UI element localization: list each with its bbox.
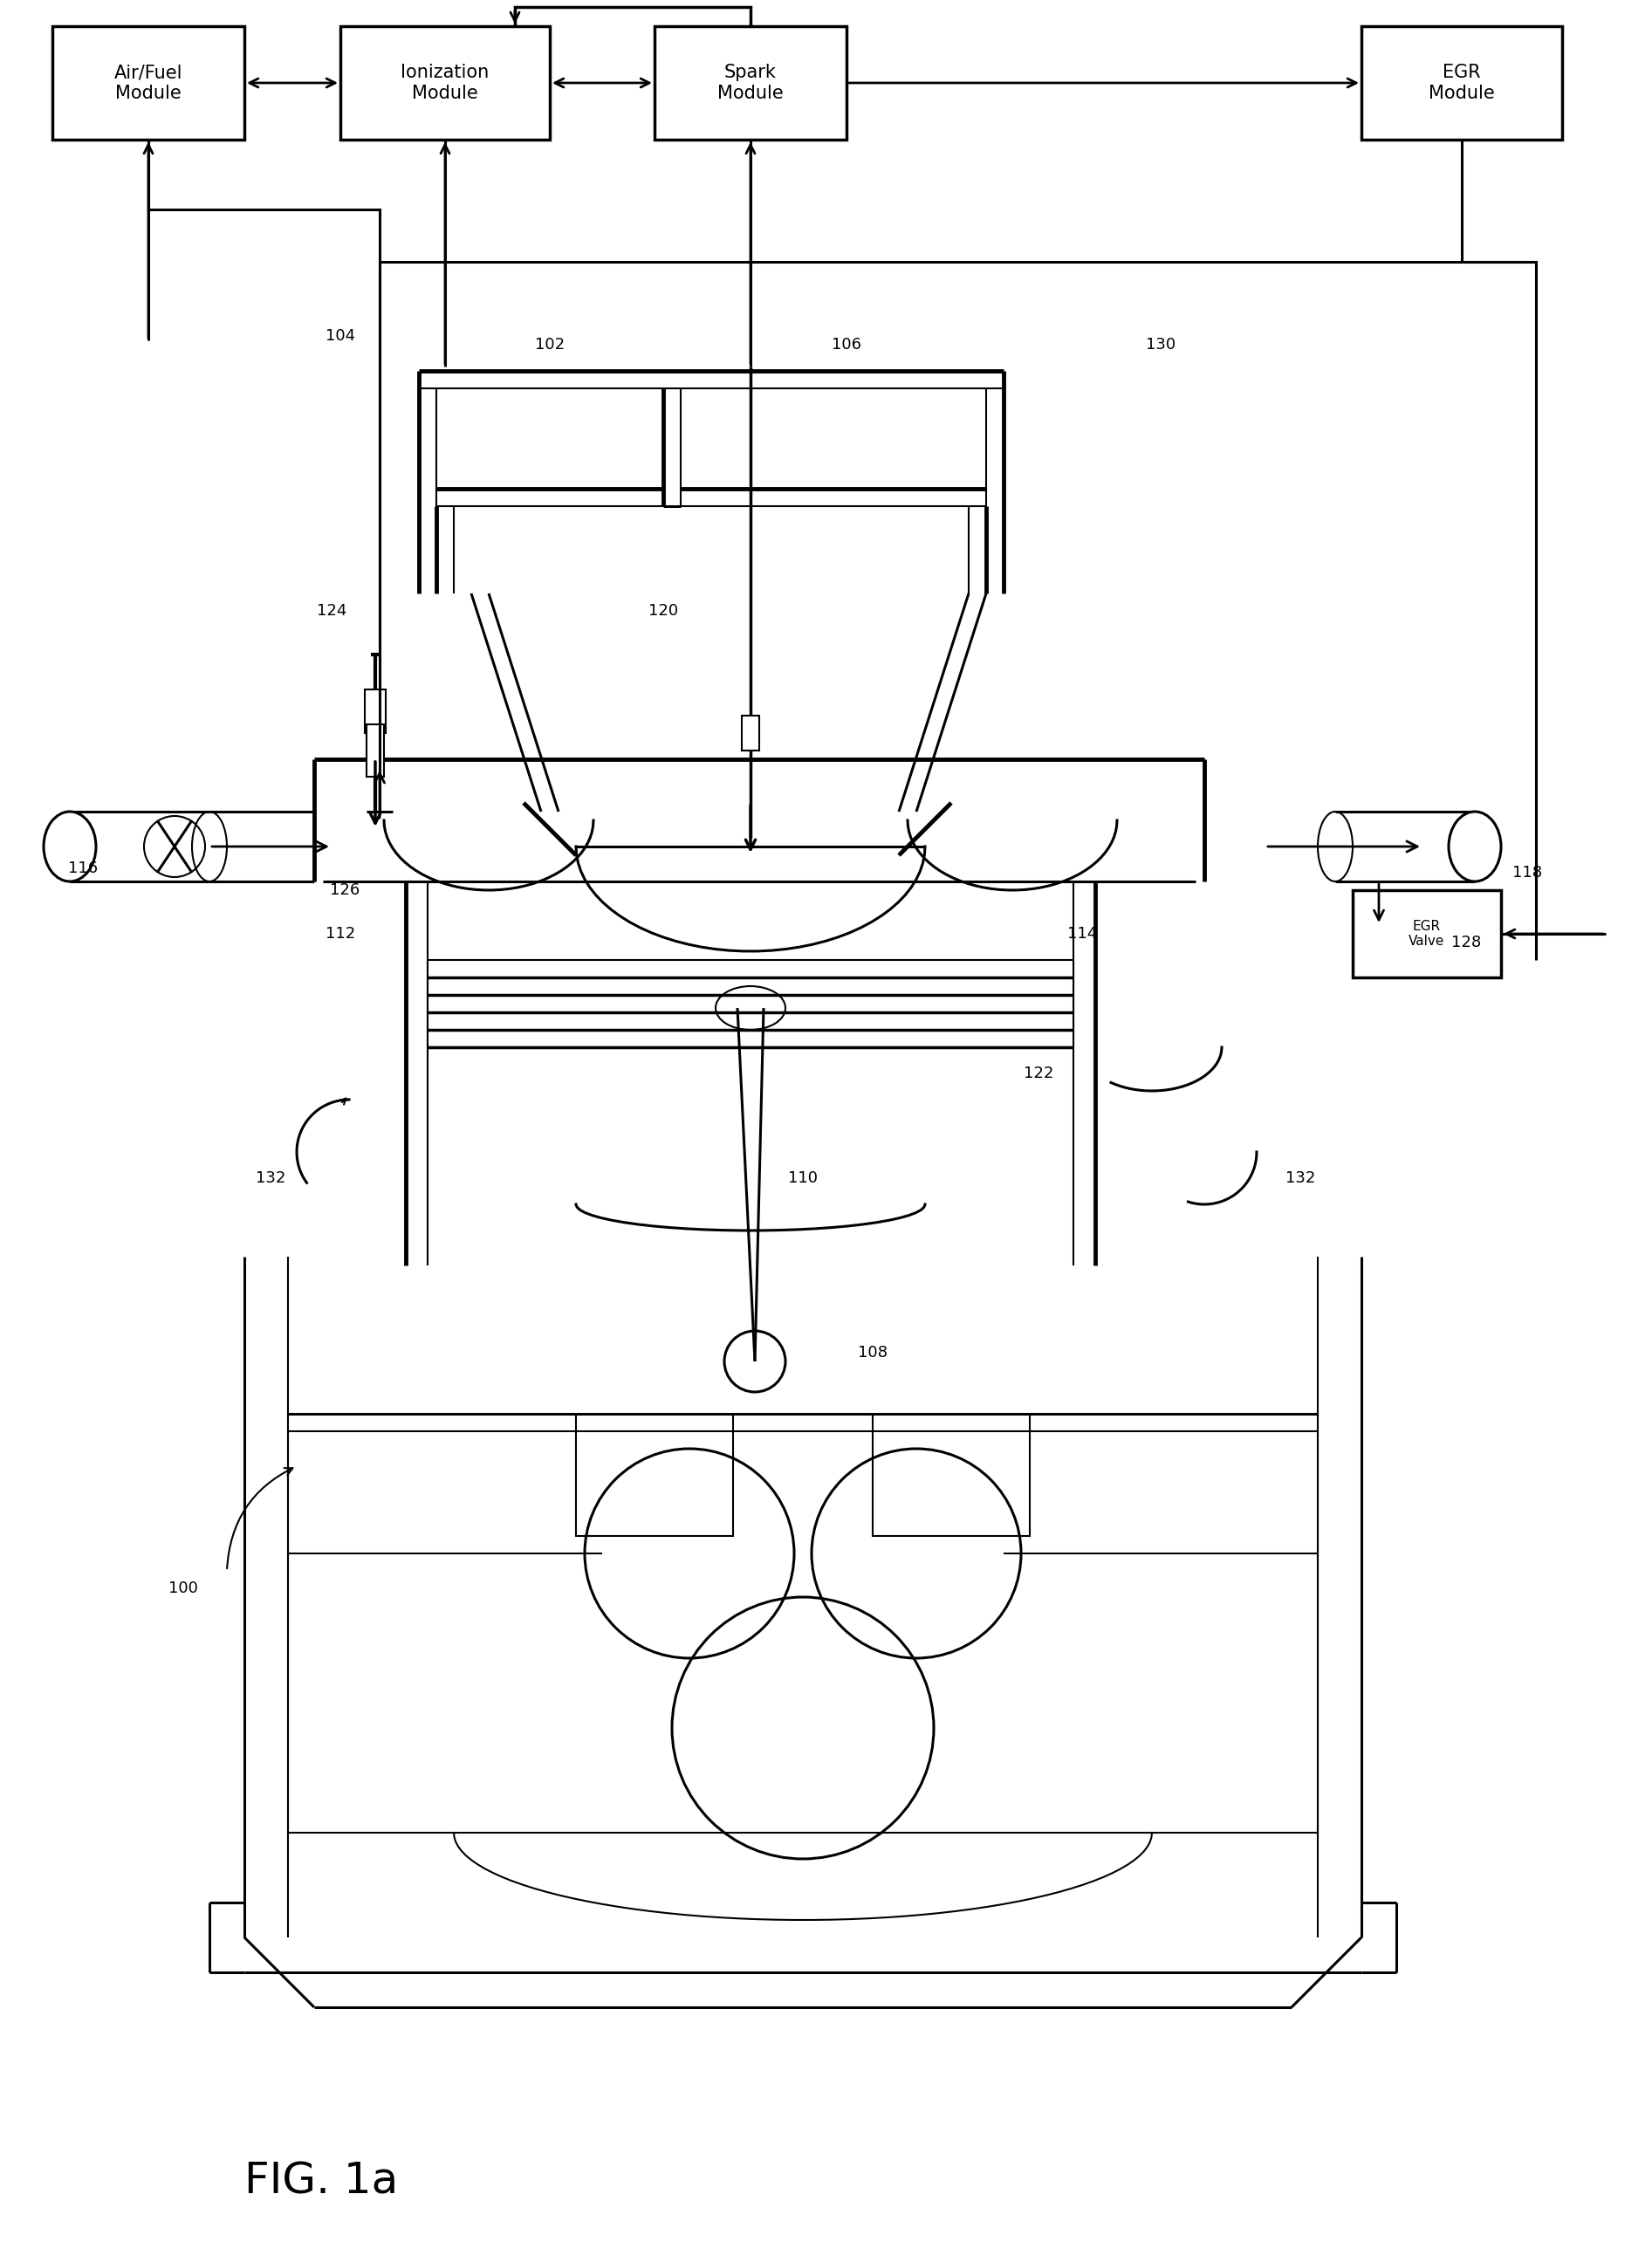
Bar [365,691,385,733]
Text: 126: 126 [330,883,360,899]
Text: 132: 132 [1285,1170,1315,1186]
Text: Ionization
Module: Ionization Module [401,65,489,101]
Text: 128: 128 [1450,935,1482,951]
Ellipse shape [43,812,96,881]
Text: 132: 132 [256,1170,286,1186]
Text: Spark
Module: Spark Module [717,65,783,101]
Text: 120: 120 [648,603,677,619]
Text: FIG. 1a: FIG. 1a [244,2161,398,2202]
Text: 124: 124 [317,603,347,619]
Text: 106: 106 [831,336,861,352]
Text: 108: 108 [857,1345,887,1361]
Text: 112: 112 [325,926,355,942]
Text: Air/Fuel
Module: Air/Fuel Module [114,65,183,101]
Text: 100: 100 [169,1581,198,1596]
Bar [53,27,244,139]
Bar [742,715,760,751]
Text: 102: 102 [535,336,565,352]
Text: 130: 130 [1146,336,1176,352]
Text: 116: 116 [68,861,97,877]
Text: 118: 118 [1512,865,1541,881]
Bar [367,724,383,776]
Bar [428,960,1074,1047]
Text: EGR
Module: EGR Module [1429,65,1495,101]
Text: 122: 122 [1024,1065,1054,1081]
Bar [654,27,846,139]
Bar [1361,27,1563,139]
Text: 114: 114 [1067,926,1097,942]
Text: EGR
Valve: EGR Valve [1409,919,1446,948]
Bar [1353,890,1502,978]
Text: 110: 110 [788,1170,818,1186]
Bar [340,27,550,139]
Text: 104: 104 [325,327,355,343]
Ellipse shape [1449,812,1502,881]
